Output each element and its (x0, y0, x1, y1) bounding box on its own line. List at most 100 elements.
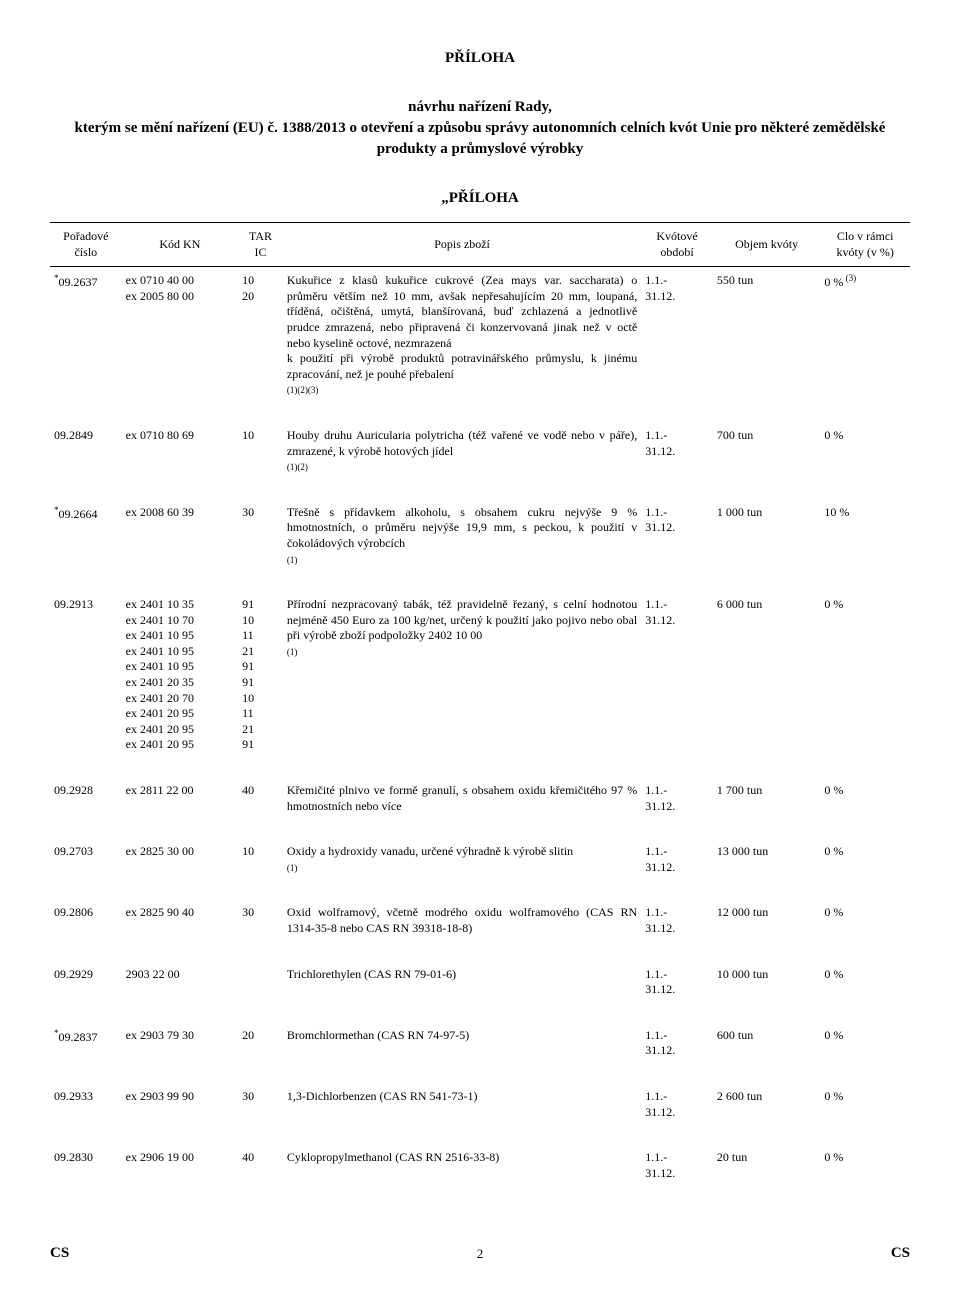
cell-popis: Bromchlormethan (CAS RN 74-97-5) (283, 1022, 641, 1083)
cell-popis: Cyklopropylmethanol (CAS RN 2516-33-8) (283, 1144, 641, 1205)
table-row: 09.2849ex 0710 80 6910Houby druhu Auricu… (50, 422, 910, 499)
cell-obdobi: 1.1.- 31.12. (641, 899, 713, 960)
cell-popis: Houby druhu Auricularia polytricha (též … (283, 422, 641, 499)
cell-clo: 0 % (820, 422, 910, 499)
cell-objem: 10 000 tun (713, 961, 820, 1022)
cell-clo: 0 % (820, 1022, 910, 1083)
cell-taric: 10 20 (238, 267, 283, 422)
cell-clo: 0 % (820, 1144, 910, 1205)
cell-objem: 2 600 tun (713, 1083, 820, 1144)
cell-kod-kn: ex 2825 30 00 (122, 838, 238, 899)
cell-taric: 20 (238, 1022, 283, 1083)
table-row: 09.2913ex 2401 10 35 ex 2401 10 70 ex 24… (50, 591, 910, 777)
footnote-marker: (1) (287, 863, 298, 873)
col-obdobi: Kvótové období (641, 223, 713, 267)
cell-taric: 10 (238, 422, 283, 499)
col-kod-kn: Kód KN (122, 223, 238, 267)
cell-obdobi: 1.1.- 31.12. (641, 499, 713, 591)
footer-right: CS (891, 1245, 910, 1262)
cell-clo: 10 % (820, 499, 910, 591)
cell-poradove: 09.2806 (50, 899, 122, 960)
cell-popis: Trichlorethylen (CAS RN 79-01-6) (283, 961, 641, 1022)
table-row: *09.2664ex 2008 60 3930Třešně s přídavke… (50, 499, 910, 591)
table-row: 09.2806ex 2825 90 4030Oxid wolframový, v… (50, 899, 910, 960)
cell-kod-kn: ex 0710 40 00 ex 2005 80 00 (122, 267, 238, 422)
cell-objem: 700 tun (713, 422, 820, 499)
asterisk-marker: * (54, 1028, 59, 1038)
page-title: PŘÍLOHA (50, 50, 910, 67)
cell-poradove: 09.2849 (50, 422, 122, 499)
table-row: 09.2830ex 2906 19 0040Cyklopropylmethano… (50, 1144, 910, 1205)
col-taric: TAR IC (238, 223, 283, 267)
table-header-row: Pořadové číslo Kód KN TAR IC Popis zboží… (50, 223, 910, 267)
cell-obdobi: 1.1.- 31.12. (641, 961, 713, 1022)
cell-popis: Oxidy a hydroxidy vanadu, určené výhradn… (283, 838, 641, 899)
cell-objem: 13 000 tun (713, 838, 820, 899)
cell-clo: 0 % (820, 961, 910, 1022)
table-row: 09.2703ex 2825 30 0010Oxidy a hydroxidy … (50, 838, 910, 899)
cell-poradove: 09.2929 (50, 961, 122, 1022)
cell-clo: 0 % (820, 591, 910, 777)
cell-clo: 0 % (820, 899, 910, 960)
footnote-marker: (1)(2) (287, 462, 308, 472)
table-row: 09.29292903 22 00 Trichlorethylen (CAS RN… (50, 961, 910, 1022)
cell-objem: 1 700 tun (713, 777, 820, 838)
cell-obdobi: 1.1.- 31.12. (641, 1022, 713, 1083)
footnote-marker: (1) (287, 555, 298, 565)
cell-objem: 6 000 tun (713, 591, 820, 777)
table-row: *09.2637ex 0710 40 00 ex 2005 80 0010 20… (50, 267, 910, 422)
cell-poradove: *09.2837 (50, 1022, 122, 1083)
cell-clo: 0 % (820, 777, 910, 838)
cell-clo: 0 % (820, 838, 910, 899)
cell-popis: Přírodní nezpracovaný tabák, též pravide… (283, 591, 641, 777)
cell-taric: 91 10 11 21 91 91 10 11 21 91 (238, 591, 283, 777)
cell-clo: 0 % (820, 1083, 910, 1144)
cell-clo: 0 % (3) (820, 267, 910, 422)
table-row: *09.2837ex 2903 79 3020Bromchlormethan (… (50, 1022, 910, 1083)
cell-poradove: 09.2703 (50, 838, 122, 899)
cell-kod-kn: ex 2811 22 00 (122, 777, 238, 838)
cell-taric: 10 (238, 838, 283, 899)
page-footer: CS 2 CS (50, 1245, 910, 1262)
cell-kod-kn: ex 0710 80 69 (122, 422, 238, 499)
cell-objem: 12 000 tun (713, 899, 820, 960)
asterisk-marker: * (54, 273, 59, 283)
cell-poradove: 09.2913 (50, 591, 122, 777)
cell-poradove: *09.2664 (50, 499, 122, 591)
cell-obdobi: 1.1.- 31.12. (641, 422, 713, 499)
footer-page: 2 (477, 1246, 484, 1262)
cell-popis: Kukuřice z klasů kukuřice cukrové (Zea m… (283, 267, 641, 422)
cell-kod-kn: 2903 22 00 (122, 961, 238, 1022)
col-popis: Popis zboží (283, 223, 641, 267)
subtitle-line1: návrhu nařízení Rady, (50, 97, 910, 118)
footnote-marker: (1) (287, 647, 298, 657)
cell-obdobi: 1.1.- 31.12. (641, 838, 713, 899)
cell-obdobi: 1.1.- 31.12. (641, 591, 713, 777)
cell-objem: 550 tun (713, 267, 820, 422)
cell-taric: 40 (238, 777, 283, 838)
table-body: *09.2637ex 0710 40 00 ex 2005 80 0010 20… (50, 267, 910, 1206)
footnote-marker: (1)(2)(3) (287, 385, 318, 395)
cell-obdobi: 1.1.- 31.12. (641, 267, 713, 422)
cell-kod-kn: ex 2008 60 39 (122, 499, 238, 591)
cell-taric: 30 (238, 899, 283, 960)
cell-taric (238, 961, 283, 1022)
cell-objem: 20 tun (713, 1144, 820, 1205)
quota-table: Pořadové číslo Kód KN TAR IC Popis zboží… (50, 222, 910, 1205)
cell-kod-kn: ex 2825 90 40 (122, 899, 238, 960)
cell-popis: Třešně s přídavkem alkoholu, s obsahem c… (283, 499, 641, 591)
table-row: 09.2928ex 2811 22 0040Křemičité plnivo v… (50, 777, 910, 838)
cell-kod-kn: ex 2903 99 90 (122, 1083, 238, 1144)
section-header: „PŘÍLOHA (50, 190, 910, 207)
cell-poradove: 09.2928 (50, 777, 122, 838)
cell-popis: 1,3-Dichlorbenzen (CAS RN 541-73-1) (283, 1083, 641, 1144)
subtitle-line2: kterým se mění nařízení (EU) č. 1388/201… (50, 118, 910, 160)
subtitle: návrhu nařízení Rady, kterým se mění nař… (50, 97, 910, 160)
cell-popis: Křemičité plnivo ve formě granulí, s obs… (283, 777, 641, 838)
col-objem: Objem kvóty (713, 223, 820, 267)
cell-kod-kn: ex 2401 10 35 ex 2401 10 70 ex 2401 10 9… (122, 591, 238, 777)
cell-taric: 40 (238, 1144, 283, 1205)
cell-kod-kn: ex 2903 79 30 (122, 1022, 238, 1083)
cell-objem: 600 tun (713, 1022, 820, 1083)
cell-poradove: *09.2637 (50, 267, 122, 422)
